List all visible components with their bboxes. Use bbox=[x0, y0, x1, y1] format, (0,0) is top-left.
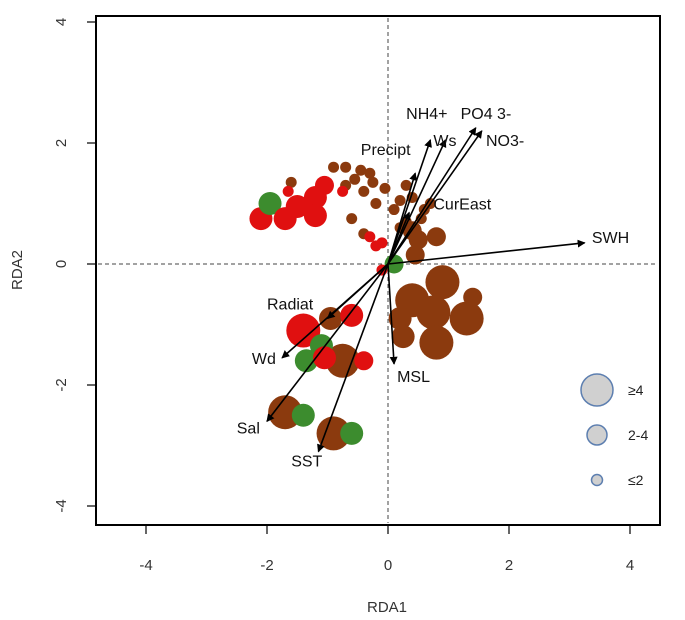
vector-arrow-swh bbox=[387, 239, 586, 265]
x-tick-label: 0 bbox=[384, 557, 392, 574]
vector-label-msl: MSL bbox=[397, 369, 430, 386]
data-point-brown bbox=[370, 198, 382, 209]
x-tick-label: -4 bbox=[139, 557, 152, 574]
data-point-red bbox=[337, 185, 349, 197]
data-point-green bbox=[294, 349, 318, 373]
data-point-brown bbox=[425, 265, 460, 300]
x-tick-label: 2 bbox=[505, 557, 513, 574]
data-point-brown bbox=[463, 287, 483, 307]
x-tick-label: 4 bbox=[626, 557, 634, 574]
data-point-green bbox=[258, 192, 282, 215]
data-point-brown bbox=[355, 164, 367, 176]
vector-label-wd: Wd bbox=[252, 351, 276, 368]
vector-label-nh4: NH4+ bbox=[406, 106, 447, 123]
vector-label-radiat: Radiat bbox=[267, 296, 314, 313]
y-tick-label: 2 bbox=[53, 139, 70, 147]
y-tick-label: -2 bbox=[53, 378, 70, 391]
data-point-red bbox=[340, 303, 364, 327]
environmental-vectors: SWH NO3- PO4 3- NH4+ Ws Precipt CurEast MSL Radi… bbox=[237, 106, 629, 471]
vector-label-cureast: CurEast bbox=[433, 197, 491, 214]
data-point-brown bbox=[340, 161, 352, 173]
data-point-brown bbox=[405, 245, 425, 265]
vector-label-sal: Sal bbox=[237, 420, 260, 437]
vector-label-precipt: Precipt bbox=[361, 142, 411, 159]
legend-label: 2-4 bbox=[628, 427, 648, 443]
data-point-brown bbox=[408, 230, 428, 250]
size-legend: ≥4 2-4 ≤2 bbox=[580, 373, 648, 488]
data-point-brown bbox=[349, 173, 361, 185]
vector-arrow-sst bbox=[317, 263, 389, 453]
vector-arrow-ws bbox=[387, 139, 432, 265]
vector-label-swh: SWH bbox=[592, 230, 629, 247]
vector-arrow-precipt bbox=[387, 172, 418, 265]
data-point-brown bbox=[391, 325, 415, 349]
y-tick-label: 0 bbox=[53, 260, 70, 268]
y-tick-label: -4 bbox=[53, 499, 70, 512]
data-point-brown bbox=[364, 167, 376, 179]
data-point-brown bbox=[379, 182, 391, 194]
data-point-brown bbox=[328, 161, 340, 173]
vector-label-no3: NO3- bbox=[486, 133, 524, 150]
legend-swatch bbox=[590, 473, 604, 487]
data-point-red bbox=[312, 346, 336, 370]
vector-arrow-cureast bbox=[387, 211, 411, 265]
data-point-brown bbox=[416, 295, 451, 330]
data-point-red bbox=[285, 195, 309, 219]
data-point-red bbox=[376, 237, 388, 249]
data-point-brown bbox=[400, 179, 412, 191]
x-axis-title: RDA1 bbox=[367, 599, 407, 616]
vector-arrow-no3 bbox=[387, 130, 483, 265]
vector-label-sst: SST bbox=[291, 454, 322, 471]
legend-swatch bbox=[586, 424, 608, 446]
vector-label-ws: Ws bbox=[433, 133, 456, 150]
data-point-red bbox=[286, 313, 321, 348]
data-point-brown bbox=[285, 176, 297, 188]
data-point-brown bbox=[394, 194, 406, 206]
y-axis-title: RDA2 bbox=[9, 250, 26, 290]
data-point-brown bbox=[449, 301, 484, 336]
data-point-red bbox=[364, 231, 376, 243]
data-point-brown bbox=[419, 325, 454, 360]
site-points bbox=[249, 161, 484, 451]
data-point-brown bbox=[316, 416, 351, 451]
data-point-red bbox=[314, 175, 334, 195]
data-point-red bbox=[303, 204, 327, 228]
data-point-red bbox=[354, 351, 374, 371]
data-point-brown bbox=[388, 204, 400, 216]
data-point-green bbox=[340, 421, 364, 445]
vector-arrow-po4-3 bbox=[387, 127, 477, 265]
data-point-brown bbox=[367, 176, 379, 188]
data-point-brown bbox=[358, 185, 370, 197]
data-point-brown bbox=[388, 306, 412, 330]
data-point-brown bbox=[346, 213, 358, 225]
vector-arrow-msl bbox=[387, 263, 398, 365]
data-point-red bbox=[282, 185, 294, 197]
axis-ticks: -4 -4 -2 -2 0 0 2 2 4 4 bbox=[53, 18, 634, 574]
data-point-brown bbox=[319, 306, 343, 330]
vector-arrow-wd bbox=[281, 263, 389, 359]
x-tick-label: -2 bbox=[260, 557, 273, 574]
plot-frame bbox=[95, 15, 661, 526]
data-point-brown bbox=[426, 227, 446, 247]
vector-arrow-nh4 bbox=[387, 139, 447, 265]
vector-label-po4-3: PO4 3- bbox=[461, 106, 512, 123]
legend-swatch bbox=[580, 373, 614, 407]
legend-label: ≥4 bbox=[628, 382, 644, 398]
y-tick-label: 4 bbox=[53, 18, 70, 26]
data-point-green bbox=[291, 403, 315, 427]
vector-arrow-sal bbox=[266, 263, 389, 423]
legend-label: ≤2 bbox=[628, 472, 644, 488]
